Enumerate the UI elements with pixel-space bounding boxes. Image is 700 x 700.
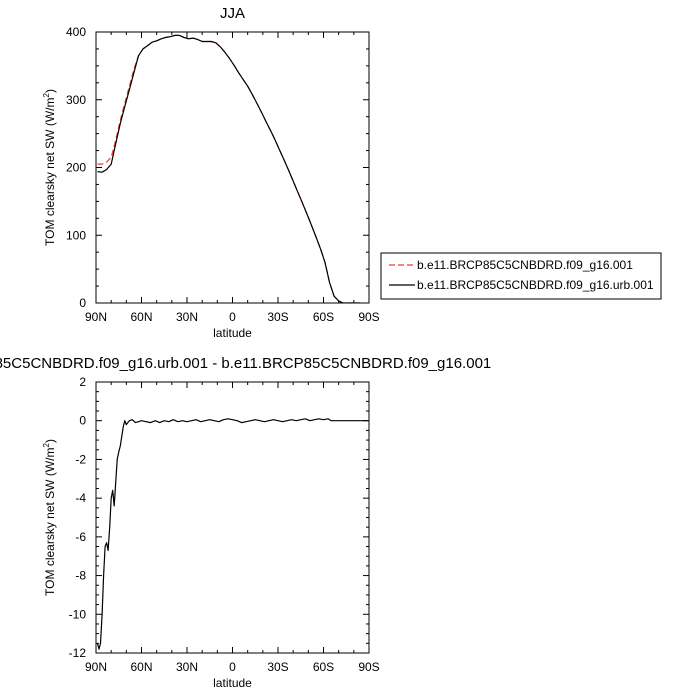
legend: b.e11.BRCP85C5CNBDRD.f09_g16.001 b.e11.BR… — [380, 252, 662, 300]
x-tick-label: 60S — [313, 660, 334, 674]
x-tick-label: 30N — [176, 660, 198, 674]
y-axis-label-end: ) — [43, 439, 57, 443]
y-axis-label-main: TOM clearsky net SW (W/m — [43, 97, 57, 245]
x-tick-label: 30S — [267, 310, 288, 324]
series-line-0 — [96, 418, 369, 650]
legend-label-0: b.e11.BRCP85C5CNBDRD.f09_g16.001 — [417, 258, 633, 272]
y-tick-label: 100 — [66, 228, 86, 242]
y-axis-label-sup: 2 — [42, 443, 51, 448]
y-axis-label: TOM clearsky net SW (W/m2) — [42, 89, 57, 246]
x-axis-label: latitude — [213, 326, 252, 340]
y-tick-label: 400 — [66, 25, 86, 39]
x-tick-label: 30S — [267, 660, 288, 674]
x-tick-label: 90N — [85, 310, 107, 324]
y-tick-label: 0 — [79, 296, 86, 310]
y-tick-label: 200 — [66, 161, 86, 175]
legend-box — [380, 252, 662, 300]
chart-title: JJA — [220, 5, 245, 22]
y-tick-label: 300 — [66, 93, 86, 107]
x-tick-label: 60N — [130, 660, 152, 674]
y-tick-label: -12 — [69, 646, 87, 660]
x-tick-label: 60N — [130, 310, 152, 324]
x-tick-label: 0 — [229, 310, 236, 324]
legend-label-1: b.e11.BRCP85C5CNBDRD.f09_g16.urb.001 — [417, 278, 654, 292]
x-tick-label: 90S — [358, 660, 379, 674]
y-tick-label: -6 — [75, 530, 86, 544]
plot-frame — [95, 31, 370, 304]
y-tick-label: 0 — [79, 414, 86, 428]
x-tick-label: 90S — [358, 310, 379, 324]
y-tick-label: 2 — [79, 375, 86, 389]
y-tick-label: -8 — [75, 569, 86, 583]
chart-title: CP85C5CNBDRD.f09_g16.urb.001 - b.e11.BRC… — [0, 355, 491, 372]
chart-panel-0: JJA 90N 60N 30N 0 30S 60S 90S 0 100 200 300 400 latit… — [42, 5, 662, 340]
x-tick-label: 90N — [85, 660, 107, 674]
y-axis-label-main: TOM clearsky net SW (W/m — [43, 447, 57, 595]
x-tick-label: 60S — [313, 310, 334, 324]
y-axis-label: TOM clearsky net SW (W/m2) — [42, 439, 57, 596]
y-tick-label: -4 — [75, 491, 86, 505]
y-axis-label-end: ) — [43, 89, 57, 93]
x-tick-label: 0 — [229, 660, 236, 674]
series-line-1 — [97, 34, 360, 303]
series-line-0 — [97, 34, 360, 303]
x-tick-label: 30N — [176, 310, 198, 324]
chart-panel-1: CP85C5CNBDRD.f09_g16.urb.001 - b.e11.BRC… — [0, 355, 491, 690]
y-tick-label: -10 — [69, 607, 87, 621]
x-axis-label: latitude — [213, 676, 252, 690]
y-axis-label-sup: 2 — [42, 93, 51, 98]
y-tick-label: -2 — [75, 452, 86, 466]
